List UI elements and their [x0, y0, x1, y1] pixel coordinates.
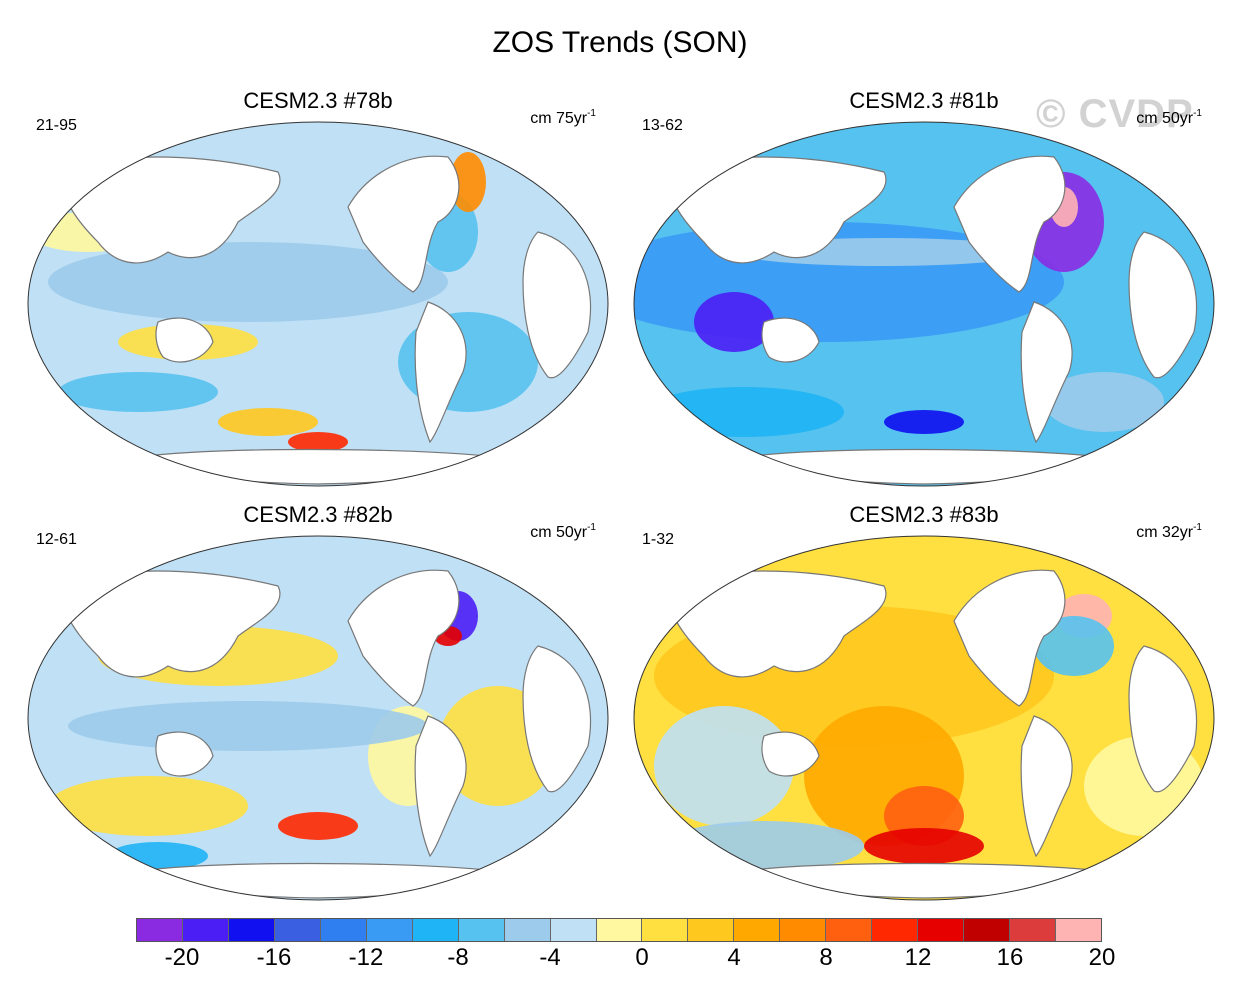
panel-83b: CESM2.3 #83b 1-32 cm 32yr-1 — [624, 502, 1224, 902]
trend-map — [633, 121, 1215, 487]
trend-anomaly — [644, 387, 844, 437]
landmass — [57, 570, 281, 678]
panel-year-range: 1-32 — [642, 531, 675, 548]
map-outline — [633, 121, 1215, 487]
panel-82b: CESM2.3 #82b 12-61 cm 50yr-1 — [18, 502, 618, 902]
colorbar-tick-label: 8 — [819, 944, 833, 971]
trend-anomaly — [864, 828, 984, 864]
colorbar-tick-label: 20 — [1088, 944, 1116, 971]
cvdp-watermark: © CVDP — [1036, 92, 1194, 136]
colorbar-tick-label: -16 — [256, 944, 292, 971]
panel-78b: CESM2.3 #78b 21-95 cm 75yr-1 — [18, 88, 618, 488]
landmass — [347, 155, 460, 293]
panel-units: cm 32yr-1 — [1136, 522, 1202, 541]
landmass — [742, 448, 1106, 485]
trend-anomaly — [654, 706, 794, 826]
panel-title: CESM2.3 #81b — [849, 88, 999, 113]
landmass — [1128, 231, 1198, 379]
colorbar-tick-label: 12 — [904, 944, 932, 971]
colorbar-swatch — [504, 919, 551, 941]
trend-anomaly — [48, 776, 248, 836]
panel-title: CESM2.3 #83b — [849, 502, 999, 527]
colorbar-tick-label: -4 — [539, 944, 561, 971]
map-outline — [27, 121, 609, 487]
landmass — [155, 317, 214, 363]
colorbar-swatch — [826, 919, 873, 941]
colorbar — [136, 918, 1102, 942]
colorbar-tick-label: 0 — [635, 944, 649, 971]
panel-units: cm 75yr-1 — [530, 108, 596, 127]
landmass — [136, 862, 500, 899]
colorbar-swatch — [550, 919, 597, 941]
colorbar-swatch — [228, 919, 275, 941]
colorbar-tick-label: 16 — [996, 944, 1024, 971]
map-outline — [27, 535, 609, 901]
trend-anomaly — [68, 701, 428, 751]
landmass — [1020, 715, 1073, 858]
map-outline — [633, 535, 1215, 901]
panel-title: CESM2.3 #82b — [243, 502, 393, 527]
colorbar-swatch — [412, 919, 459, 941]
colorbar-swatch — [274, 919, 321, 941]
colorbar-swatch — [734, 919, 781, 941]
landmass — [663, 570, 887, 678]
colorbar-tick-label: -20 — [164, 944, 200, 971]
trend-anomaly — [1034, 616, 1114, 676]
panel-year-range: 13-62 — [642, 117, 683, 134]
colorbar-swatch — [182, 919, 229, 941]
landmass — [663, 156, 887, 264]
landmass — [57, 156, 281, 264]
trend-anomaly — [48, 242, 448, 322]
colorbar-swatch — [320, 919, 367, 941]
panel-year-range: 12-61 — [36, 531, 77, 548]
panel-units: cm 50yr-1 — [1136, 108, 1202, 127]
trend-map — [633, 535, 1215, 901]
colorbar-swatch — [596, 919, 643, 941]
colorbar-tick-label: 4 — [727, 944, 741, 971]
panel-title: CESM2.3 #78b — [243, 88, 393, 113]
colorbar-swatch — [688, 919, 735, 941]
trend-anomaly — [450, 152, 486, 212]
colorbar-swatch — [137, 919, 183, 941]
landmass — [347, 569, 460, 707]
trend-anomaly — [1044, 372, 1164, 432]
trend-anomaly — [58, 372, 218, 412]
landmass — [155, 731, 214, 777]
landmass — [953, 155, 1066, 293]
colorbar-swatch — [642, 919, 689, 941]
landmass — [1020, 301, 1073, 444]
landmass — [761, 317, 820, 363]
landmass — [136, 448, 500, 485]
figure-title: ZOS Trends (SON) — [492, 26, 748, 59]
colorbar-swatch — [872, 919, 919, 941]
colorbar-swatch — [366, 919, 413, 941]
colorbar-swatch — [458, 919, 505, 941]
colorbar-swatch — [1056, 919, 1102, 941]
trend-anomaly — [288, 432, 348, 452]
landmass — [1128, 645, 1198, 793]
trend-anomaly — [218, 408, 318, 436]
colorbar-swatch — [918, 919, 965, 941]
panel-81b: CESM2.3 #81b 13-62 cm 50yr-1 — [624, 88, 1224, 488]
colorbar-tick-label: -8 — [447, 944, 469, 971]
colorbar-swatch — [780, 919, 827, 941]
landmass — [522, 231, 592, 379]
landmass — [953, 569, 1066, 707]
colorbar-swatch — [1010, 919, 1057, 941]
panel-units: cm 50yr-1 — [530, 522, 596, 541]
landmass — [414, 301, 467, 444]
trend-anomaly — [278, 812, 358, 840]
trend-map — [27, 121, 609, 487]
landmass — [742, 862, 1106, 899]
landmass — [414, 715, 467, 858]
trend-map — [27, 535, 609, 901]
trend-anomaly — [884, 410, 964, 434]
landmass — [522, 645, 592, 793]
colorbar-tick-label: -12 — [348, 944, 384, 971]
panel-year-range: 21-95 — [36, 117, 77, 134]
trend-anomaly — [694, 292, 774, 352]
landmass — [761, 731, 820, 777]
colorbar-swatch — [964, 919, 1011, 941]
